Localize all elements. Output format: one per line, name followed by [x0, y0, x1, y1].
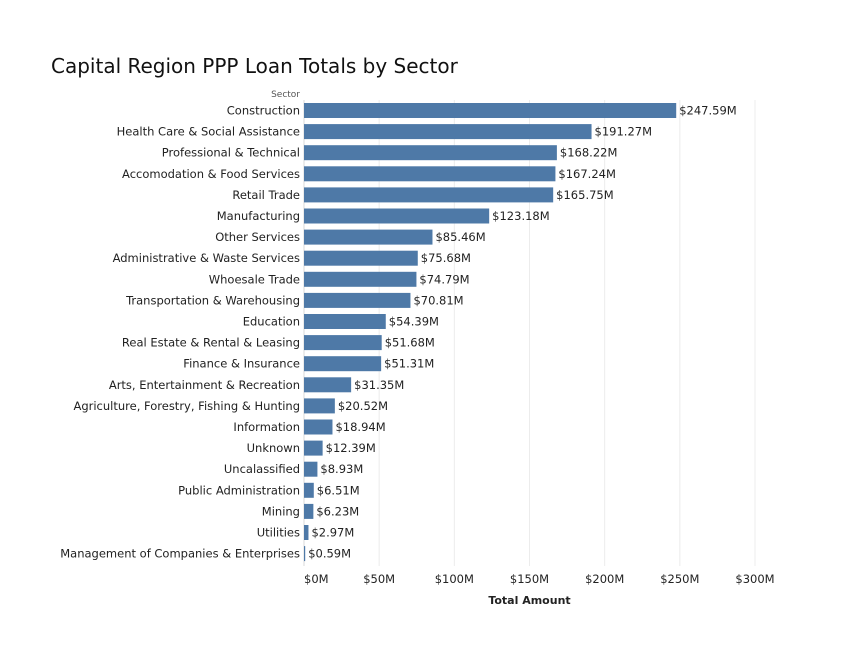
bar — [304, 461, 318, 477]
category-label: Public Administration — [178, 483, 300, 497]
value-label: $167.24M — [558, 167, 615, 181]
category-label: Construction — [227, 104, 300, 118]
bar — [304, 525, 309, 540]
category-label: Finance & Insurance — [183, 357, 300, 371]
value-label: $191.27M — [595, 125, 652, 139]
category-label: Manufacturing — [217, 209, 300, 223]
value-label: $2.97M — [311, 526, 354, 540]
bar — [304, 229, 433, 245]
value-label: $54.39M — [389, 315, 439, 329]
category-label: Other Services — [215, 230, 300, 244]
bar — [304, 377, 352, 393]
bar — [304, 208, 490, 224]
value-label: $70.81M — [413, 293, 463, 307]
x-tick-label: $50M — [363, 572, 395, 586]
category-label: Unknown — [247, 441, 300, 455]
x-tick-label: $150M — [510, 572, 549, 586]
x-axis-title: Total Amount — [488, 594, 570, 607]
bar — [304, 419, 333, 435]
category-label: Whoesale Trade — [209, 272, 300, 286]
bar — [304, 124, 592, 140]
value-label: $74.79M — [419, 272, 469, 286]
value-label: $75.68M — [421, 251, 471, 265]
bar — [304, 482, 314, 498]
value-label: $31.35M — [354, 378, 404, 392]
category-label: Agriculture, Forestry, Fishing & Hunting — [73, 399, 300, 413]
category-labels: Construction Health Care & Social Assista… — [60, 104, 300, 561]
category-label: Administrative & Waste Services — [113, 251, 300, 265]
value-label: $85.46M — [435, 230, 485, 244]
value-label: $247.59M — [679, 104, 736, 118]
value-label: $8.93M — [320, 462, 363, 476]
category-label: Utilities — [257, 526, 300, 540]
value-label: $51.31M — [384, 357, 434, 371]
value-label: $51.68M — [385, 336, 435, 350]
category-label: Transportation & Warehousing — [125, 293, 300, 307]
bar — [304, 314, 386, 329]
category-label: Accomodation & Food Services — [122, 167, 300, 181]
value-label: $123.18M — [492, 209, 549, 223]
category-label: Management of Companies & Enterprises — [60, 547, 300, 561]
bar — [304, 187, 554, 203]
category-label: Education — [243, 315, 300, 329]
category-label: Information — [233, 420, 300, 434]
bar — [304, 103, 677, 118]
x-tick-label: $300M — [735, 572, 774, 586]
x-tick-label: $200M — [585, 572, 624, 586]
bar — [304, 546, 306, 562]
category-label: Uncalassified — [224, 462, 300, 476]
value-label: $168.22M — [560, 146, 617, 160]
value-label: $20.52M — [338, 399, 388, 413]
bars — [304, 103, 677, 562]
bar — [304, 335, 382, 351]
value-label: $18.94M — [335, 420, 385, 434]
value-label: $6.51M — [317, 483, 360, 497]
x-tick-label: $0M — [304, 572, 329, 586]
bar — [304, 503, 314, 519]
bar — [304, 398, 335, 414]
row-header: Sector — [271, 90, 300, 100]
bar — [304, 250, 418, 266]
value-label: $12.39M — [326, 441, 376, 455]
category-label: Health Care & Social Assistance — [117, 125, 300, 139]
x-axis-ticks: $0M $50M $100M $150M $200M $250M $300M — [304, 572, 775, 586]
category-label: Real Estate & Rental & Leasing — [122, 336, 300, 350]
value-label: $0.59M — [308, 547, 351, 561]
category-label: Arts, Entertainment & Recreation — [109, 378, 300, 392]
value-labels: $247.59M $191.27M $168.22M $167.24M $165.75M… — [308, 104, 736, 561]
x-tick-label: $100M — [435, 572, 474, 586]
value-label: $6.23M — [316, 504, 359, 518]
chart-title: Capital Region PPP Loan Totals by Sector — [51, 54, 458, 78]
bar — [304, 271, 417, 287]
bar — [304, 145, 557, 161]
category-label: Professional & Technical — [162, 146, 300, 160]
category-label: Retail Trade — [232, 188, 300, 202]
value-label: $165.75M — [556, 188, 613, 202]
x-tick-label: $250M — [660, 572, 699, 586]
bar — [304, 292, 411, 308]
bar — [304, 440, 323, 456]
bar — [304, 166, 556, 182]
category-label: Mining — [262, 504, 300, 518]
bar — [304, 356, 382, 372]
